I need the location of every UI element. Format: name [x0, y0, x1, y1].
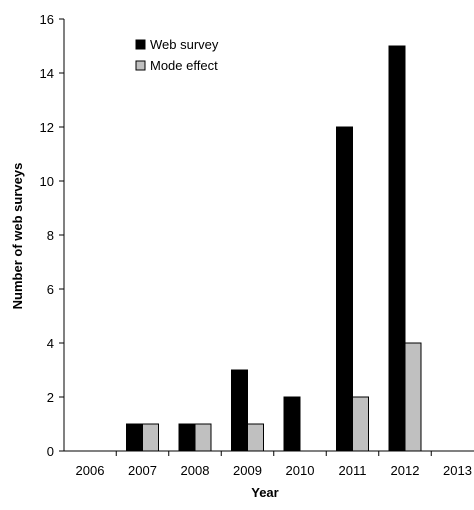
- x-tick-label: 2010: [286, 463, 315, 478]
- y-tick-label: 4: [47, 336, 54, 351]
- bar-web-survey-2009: [231, 369, 248, 452]
- bar-web-survey-2011: [336, 126, 353, 452]
- y-tick-label: 16: [40, 12, 54, 27]
- y-tick-label: 0: [47, 444, 54, 459]
- x-ticks-layer: 2006 2007 2008 2009 2010 2011 2012 2013: [76, 451, 472, 478]
- y-axis-title: Number of web surveys: [10, 163, 25, 310]
- legend-swatch-mode-effect: [135, 60, 146, 71]
- x-tick-label: 2013: [443, 463, 472, 478]
- y-tick-label: 12: [40, 120, 54, 135]
- bar-mode-effect-2007: [142, 423, 159, 452]
- y-tick-label: 6: [47, 282, 54, 297]
- bar-mode-effect-2011: [352, 396, 369, 452]
- y-tick-label: 8: [47, 228, 54, 243]
- bar-web-survey-2012: [388, 45, 406, 452]
- y-ticks-layer: 0 2 4 6 8 10 12 14 16: [40, 12, 64, 459]
- x-tick-label: 2012: [391, 463, 420, 478]
- x-tick-label: 2009: [233, 463, 262, 478]
- bar-mode-effect-2009: [247, 423, 264, 452]
- x-axis-title: Year: [251, 485, 278, 500]
- legend-swatch-web-survey: [135, 39, 146, 50]
- x-tick-label: 2007: [128, 463, 157, 478]
- y-tick-label: 14: [40, 66, 54, 81]
- bar-mode-effect-2012: [404, 342, 422, 452]
- bar-mode-effect-2008: [194, 423, 212, 452]
- bars-layer: [126, 45, 422, 452]
- x-tick-label: 2008: [181, 463, 210, 478]
- bar-web-survey-2008: [178, 423, 196, 452]
- y-tick-label: 10: [40, 174, 54, 189]
- legend-label-mode-effect: Mode effect: [150, 58, 218, 73]
- legend-label-web-survey: Web survey: [150, 37, 219, 52]
- x-tick-label: 2011: [339, 463, 367, 478]
- x-tick-label: 2006: [76, 463, 105, 478]
- y-tick-label: 2: [47, 390, 54, 405]
- bar-web-survey-2007: [126, 423, 143, 452]
- bar-web-survey-2010: [283, 396, 301, 452]
- legend: Web survey Mode effect: [135, 37, 219, 73]
